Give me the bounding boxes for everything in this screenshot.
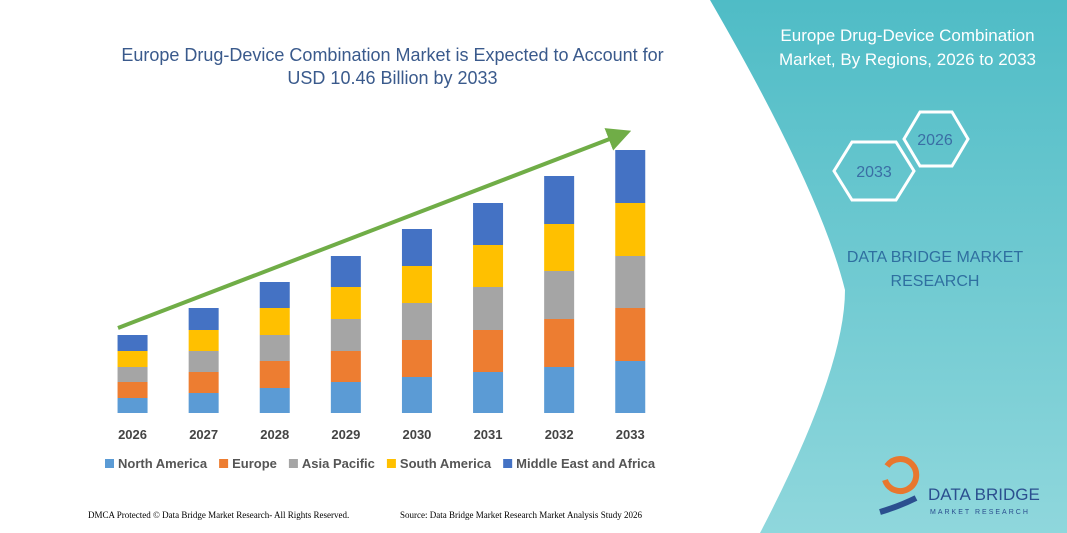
- bar-segment: [188, 393, 219, 413]
- bar-segment: [473, 203, 504, 245]
- legend-label: Europe: [232, 456, 277, 471]
- bar-segment: [188, 330, 219, 351]
- bar-segment: [188, 351, 219, 372]
- bar-segment: [615, 361, 646, 413]
- bar-segment: [473, 245, 504, 287]
- bar-segment: [473, 287, 504, 330]
- bar-segment: [544, 367, 575, 413]
- hexagon-label: 2033: [856, 164, 892, 181]
- bar-segment: [259, 335, 290, 361]
- hexagon-label: 2026: [917, 132, 953, 149]
- bar-segment: [615, 150, 646, 203]
- hexagon: [902, 110, 970, 168]
- bar-segment: [330, 287, 361, 319]
- chart-title: Europe Drug-Device Combination Market is…: [121, 45, 664, 88]
- bar-segment: [188, 372, 219, 393]
- x-tick-label: 2032: [545, 427, 574, 442]
- bar-segment: [259, 308, 290, 335]
- bar-segment: [401, 229, 432, 266]
- bar-segment: [401, 303, 432, 340]
- legend-label: Asia Pacific: [302, 456, 375, 471]
- footer-right: Source: Data Bridge Market Research Mark…: [400, 510, 642, 520]
- logo-icon: [879, 456, 920, 515]
- legend-label: Middle East and Africa: [516, 456, 656, 471]
- hexagon: [832, 140, 916, 202]
- legend-swatch: [503, 459, 513, 468]
- panel-brand: DATA BRIDGE MARKET RESEARCH: [846, 249, 1024, 290]
- legend-label: North America: [118, 456, 208, 471]
- bar-segment: [117, 367, 148, 382]
- x-tick-label: 2027: [189, 427, 218, 442]
- footer-left: DMCA Protected © Data Bridge Market Rese…: [88, 510, 350, 520]
- bar-segment: [330, 256, 361, 287]
- bar-segment: [188, 308, 219, 330]
- legend-swatch: [288, 459, 298, 468]
- x-tick-label: 2026: [118, 427, 147, 442]
- bar-segment: [117, 398, 148, 413]
- bar-segment: [615, 203, 646, 256]
- x-tick-label: 2031: [474, 427, 503, 442]
- bar-segment: [259, 282, 290, 308]
- logo-name: DATA BRIDGE: [928, 485, 1040, 504]
- panel-title: Europe Drug-Device Combination Market, B…: [778, 26, 1037, 69]
- bar-segment: [544, 176, 575, 224]
- bar-segment: [330, 351, 361, 382]
- bar-segment: [615, 256, 646, 308]
- bar-segment: [117, 351, 148, 367]
- plot: 2026 2027 2028 2029 2030 2031 2032 2033 North Am…: [105, 128, 656, 471]
- logo-tagline: MARKET RESEARCH: [930, 509, 1030, 516]
- side-panel: [710, 0, 1067, 533]
- bar-segment: [473, 330, 504, 372]
- bar-segment: [117, 382, 148, 398]
- x-tick-label: 2030: [402, 427, 431, 442]
- legend-swatch: [105, 459, 114, 468]
- bar-segment: [117, 335, 148, 351]
- bar-segment: [401, 266, 432, 303]
- x-tick-label: 2029: [331, 427, 360, 442]
- bar-segment: [544, 224, 575, 271]
- bar-segment: [259, 388, 290, 413]
- legend-swatch: [386, 459, 396, 468]
- trend-arrow: [117, 128, 632, 330]
- bar-segment: [259, 361, 290, 388]
- bar-segment: [473, 372, 504, 413]
- bar-segment: [544, 319, 575, 367]
- legend-label: South America: [400, 456, 492, 471]
- bar-segment: [544, 271, 575, 319]
- x-tick-label: 2033: [616, 427, 645, 442]
- legend-swatch: [219, 459, 229, 468]
- bar-segment: [401, 340, 432, 377]
- bar-segment: [330, 319, 361, 351]
- x-tick-label: 2028: [260, 427, 289, 442]
- bar-segment: [615, 308, 646, 361]
- bar-segment: [401, 377, 432, 413]
- bar-segment: [330, 382, 361, 413]
